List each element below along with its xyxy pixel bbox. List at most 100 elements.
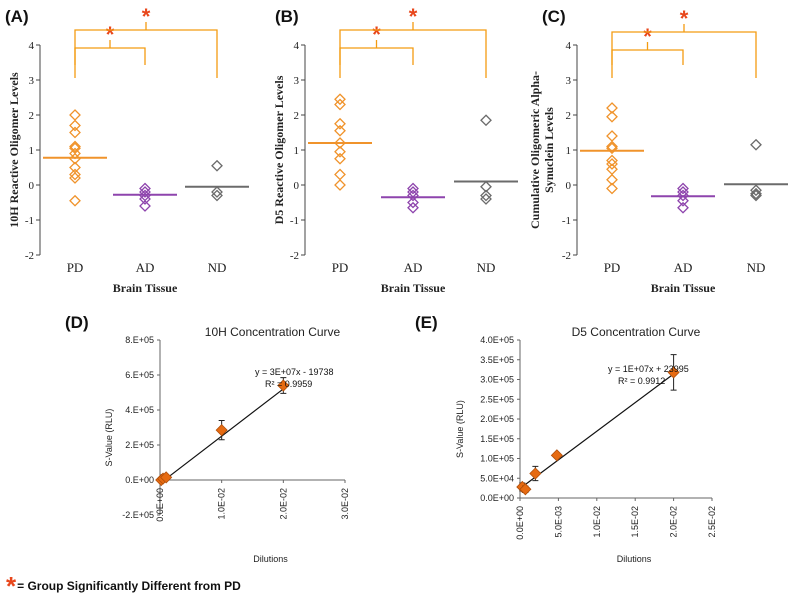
y-axis-label: Synuclein Levels <box>542 107 556 193</box>
y-tick-label: 3.0E+05 <box>480 375 514 385</box>
x-tick-label: 5.0E-03 <box>553 506 563 538</box>
data-point-pd <box>334 93 346 106</box>
category-label: ND <box>477 260 496 275</box>
data-point <box>160 471 173 484</box>
significance-bracket <box>611 24 757 78</box>
data-point-pd <box>606 102 618 114</box>
y-tick-label: 4 <box>29 40 35 52</box>
y-tick-label: 1 <box>29 145 35 157</box>
x-tick-label: 1.0E-02 <box>217 488 227 520</box>
data-point-pd <box>69 168 81 181</box>
data-point-ad <box>139 200 151 212</box>
data-point-ad <box>139 186 151 198</box>
trendline-r2: R² = 0.9959 <box>265 379 312 389</box>
data-point-pd <box>334 98 346 111</box>
y-tick-label: -2 <box>562 250 571 262</box>
data-point <box>550 449 563 462</box>
data-point-ad <box>139 193 151 205</box>
category-label: PD <box>604 260 621 275</box>
data-point <box>277 379 290 392</box>
data-point-pd <box>69 140 81 153</box>
panel-d-chart: (D) 10H Concentration Curve -2.E+05 0.E+00 2… <box>65 313 350 564</box>
panel-e-chart: (E) D5 Concentration Curve 0.0E+00 5.0E+04 1… <box>415 313 717 564</box>
data-point-pd <box>69 194 81 207</box>
y-tick-label: 0 <box>29 180 35 192</box>
y-tick-label: 2.0E+05 <box>480 414 514 424</box>
data-point-ad <box>677 194 689 207</box>
data-point <box>215 424 228 437</box>
data-point-pd <box>69 126 81 139</box>
x-tick-label: 3.0E-02 <box>340 488 350 520</box>
y-tick-label: 0 <box>294 180 300 192</box>
trendline <box>519 373 674 490</box>
data-point-pd <box>334 137 346 149</box>
y-tick-label: 3 <box>294 75 300 87</box>
data-point-nd <box>480 180 492 193</box>
data-point-pd <box>606 173 618 186</box>
data-point-pd <box>334 179 346 191</box>
data-point-pd <box>606 158 618 170</box>
data-point-pd <box>606 154 618 167</box>
data-point-pd <box>334 168 346 181</box>
y-tick-label: 0.0E+00 <box>480 493 514 503</box>
category-label: AD <box>136 260 155 275</box>
y-tick-label: 4 <box>566 40 572 52</box>
data-point-nd <box>750 187 762 200</box>
y-tick-label: 3 <box>29 75 35 87</box>
y-tick-label: 2 <box>566 110 572 122</box>
data-point-ad <box>407 196 419 209</box>
data-point-nd <box>211 159 223 172</box>
category-label: PD <box>332 260 349 275</box>
category-label: ND <box>747 260 766 275</box>
panel-label: (D) <box>65 313 89 332</box>
y-tick-label: 2 <box>29 110 35 122</box>
data-point-pd <box>69 172 81 184</box>
data-point-nd <box>211 186 223 198</box>
data-point-ad <box>139 182 151 195</box>
y-tick-label: 0 <box>566 180 572 192</box>
category-label: AD <box>674 260 693 275</box>
x-axis-label: Brain Tissue <box>113 281 178 295</box>
legend-text: = Group Significantly Different from PD <box>17 579 241 593</box>
trendline-r2: R² = 0.9912 <box>618 376 665 386</box>
chart-title: 10H Concentration Curve <box>205 325 341 339</box>
y-tick-label: -1 <box>25 215 34 227</box>
y-tick-label: -1 <box>562 215 571 227</box>
trendline-equation: y = 1E+07x + 23995 <box>608 364 689 374</box>
data-point-pd <box>69 119 81 132</box>
data-point-nd <box>480 114 492 127</box>
x-tick-label: 2.5E-02 <box>707 506 717 538</box>
y-axis-label: Cumulative Oligomeric Alpha- <box>528 71 542 229</box>
significance-star: * <box>643 24 652 49</box>
y-tick-label: 6.E+05 <box>125 370 154 380</box>
panel-c-chart: (C) -2 -1 0 1 2 3 4 Cumulative Oligomeric Alpha-… <box>528 6 788 295</box>
star-legend-icon: * <box>6 571 17 601</box>
data-point-pd <box>606 182 618 195</box>
x-axis-label: Brain Tissue <box>651 281 716 295</box>
data-point-pd <box>334 124 346 137</box>
data-point-nd <box>211 189 223 202</box>
panel-label: (B) <box>275 7 299 26</box>
y-axis-label: 10H Reactive Oligomer Levels <box>7 72 21 228</box>
data-point-ad <box>407 182 419 195</box>
category-label: ND <box>208 260 227 275</box>
y-tick-label: 1.5E+05 <box>480 434 514 444</box>
panel-label: (A) <box>5 7 29 26</box>
y-tick-label: 4.E+05 <box>125 405 154 415</box>
x-tick-label: 2.0E-02 <box>278 488 288 520</box>
data-point-pd <box>606 142 618 155</box>
category-label: PD <box>67 260 84 275</box>
data-point-nd <box>480 193 492 205</box>
data-point-nd <box>480 189 492 202</box>
significance-star: * <box>372 22 381 47</box>
y-axis-label: S-Value (RLU) <box>455 400 465 458</box>
y-tick-label: 4 <box>294 40 300 52</box>
significance-star: * <box>409 4 418 29</box>
data-point-pd <box>334 117 346 130</box>
data-point-ad <box>677 182 689 195</box>
panel-label: (C) <box>542 7 566 26</box>
x-axis-label: Dilutions <box>617 554 652 564</box>
data-point-ad <box>677 201 689 214</box>
y-tick-label: -2 <box>25 250 34 262</box>
